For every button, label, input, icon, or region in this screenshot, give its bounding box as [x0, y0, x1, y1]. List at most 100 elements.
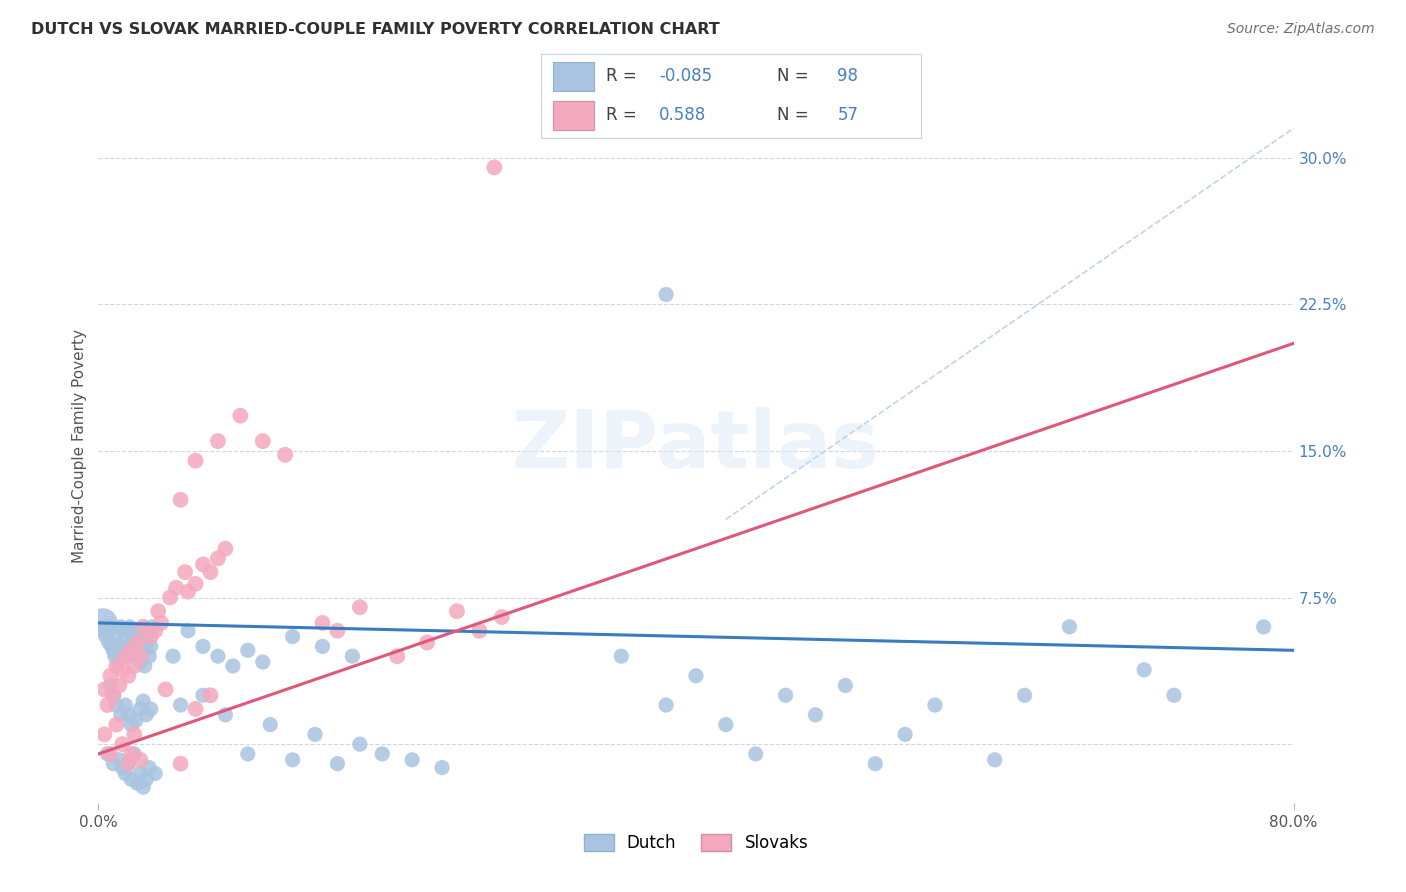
Point: [132, 620, 155, 634]
Point: [132, 643, 155, 657]
Point: [120, 717, 142, 731]
Point: [281, 753, 304, 767]
Text: Source: ZipAtlas.com: Source: ZipAtlas.com: [1227, 22, 1375, 37]
Point: [274, 448, 297, 462]
Point: [430, 761, 453, 775]
Point: [191, 558, 214, 572]
Point: [252, 655, 274, 669]
Point: [1059, 620, 1081, 634]
Point: [117, 756, 139, 771]
Point: [129, 766, 152, 780]
Point: [834, 678, 856, 692]
Point: [804, 707, 827, 722]
Point: [114, 649, 136, 664]
Point: [132, 694, 155, 708]
Point: [191, 688, 214, 702]
FancyBboxPatch shape: [553, 101, 595, 130]
Text: ZIPatlas: ZIPatlas: [512, 407, 880, 485]
Point: [252, 434, 274, 449]
Point: [128, 640, 150, 654]
Point: [127, 776, 149, 790]
Point: [111, 761, 134, 775]
Point: [281, 630, 304, 644]
Point: [655, 287, 678, 301]
Point: [401, 753, 423, 767]
Text: -0.085: -0.085: [659, 68, 711, 86]
Point: [775, 688, 797, 702]
Point: [162, 649, 184, 664]
Point: [342, 649, 364, 664]
Text: 98: 98: [838, 68, 859, 86]
Point: [120, 643, 142, 657]
Point: [1163, 688, 1185, 702]
Point: [105, 698, 128, 712]
Point: [115, 649, 138, 664]
Point: [136, 624, 159, 638]
Point: [107, 655, 129, 669]
Point: [184, 577, 207, 591]
Point: [94, 630, 117, 644]
Point: [121, 630, 143, 644]
Point: [207, 551, 229, 566]
Point: [105, 659, 128, 673]
Point: [124, 635, 146, 649]
Point: [148, 604, 170, 618]
Point: [111, 737, 134, 751]
Point: [105, 630, 128, 644]
Point: [127, 635, 149, 649]
Point: [177, 624, 200, 638]
Text: N =: N =: [776, 68, 814, 86]
Point: [124, 659, 146, 673]
Point: [229, 409, 252, 423]
Point: [150, 615, 173, 630]
Point: [132, 780, 155, 794]
Point: [155, 682, 177, 697]
Legend: Dutch, Slovaks: Dutch, Slovaks: [576, 827, 815, 859]
Point: [685, 669, 707, 683]
Point: [311, 615, 333, 630]
Point: [1133, 663, 1156, 677]
Point: [349, 600, 371, 615]
Point: [169, 756, 191, 771]
Point: [745, 747, 768, 761]
FancyBboxPatch shape: [553, 62, 595, 91]
Text: 57: 57: [838, 106, 859, 124]
Point: [468, 624, 491, 638]
Point: [169, 492, 191, 507]
Point: [101, 640, 124, 654]
Point: [184, 702, 207, 716]
Point: [207, 434, 229, 449]
Point: [93, 682, 115, 697]
Point: [117, 624, 139, 638]
Point: [385, 649, 409, 664]
Point: [98, 678, 122, 692]
Point: [134, 659, 156, 673]
Point: [349, 737, 371, 751]
Point: [120, 640, 142, 654]
Point: [139, 702, 162, 716]
Point: [124, 747, 146, 761]
Point: [108, 753, 131, 767]
Point: [112, 635, 135, 649]
Point: [114, 766, 136, 780]
Point: [110, 707, 132, 722]
Point: [139, 640, 162, 654]
Point: [120, 747, 142, 761]
Point: [655, 698, 678, 712]
Point: [177, 584, 200, 599]
Point: [103, 688, 125, 702]
Point: [96, 624, 118, 638]
Point: [174, 565, 197, 579]
Point: [117, 669, 139, 683]
Point: [103, 643, 125, 657]
Point: [141, 620, 163, 634]
Point: [143, 624, 166, 638]
Point: [416, 635, 439, 649]
Point: [446, 604, 468, 618]
Point: [125, 714, 148, 728]
Point: [159, 591, 181, 605]
Text: R =: R =: [606, 106, 647, 124]
Point: [222, 659, 245, 673]
Point: [117, 756, 139, 771]
Point: [236, 643, 259, 657]
